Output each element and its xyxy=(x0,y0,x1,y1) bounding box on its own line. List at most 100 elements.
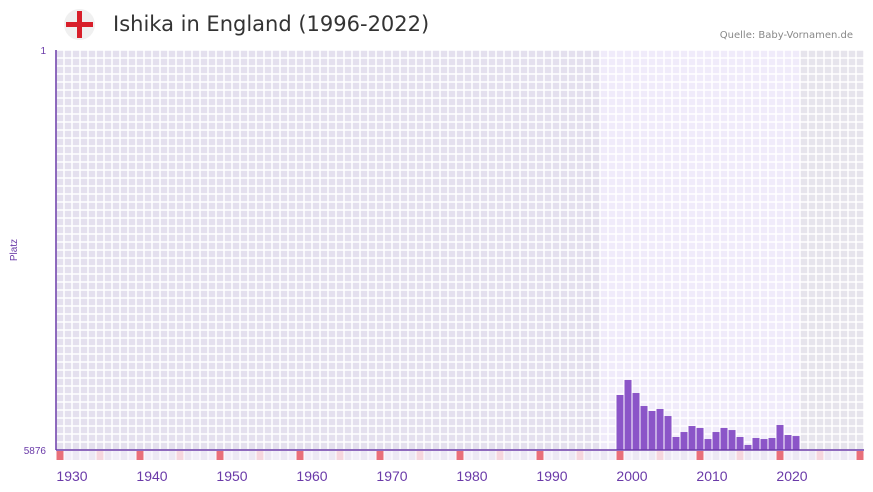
decade-marker xyxy=(416,451,424,460)
year-cell xyxy=(304,451,312,460)
x-tick-label: 1940 xyxy=(136,468,167,484)
year-cell xyxy=(808,451,816,460)
year-cell xyxy=(168,451,176,460)
year-cell xyxy=(544,451,552,460)
decade-marker xyxy=(696,451,704,460)
year-cell xyxy=(224,451,232,460)
year-cell xyxy=(408,451,416,460)
decade-marker xyxy=(656,451,664,460)
year-cell xyxy=(160,451,168,460)
year-cell xyxy=(472,451,480,460)
year-cell xyxy=(800,451,808,460)
decade-marker xyxy=(336,451,344,460)
decade-marker xyxy=(736,451,744,460)
year-cell xyxy=(200,451,208,460)
year-cell xyxy=(824,451,832,460)
year-cell xyxy=(240,451,248,460)
year-cell xyxy=(504,451,512,460)
year-cell xyxy=(688,451,696,460)
source-link[interactable]: Quelle: Baby-Vornamen.de xyxy=(719,30,853,41)
year-cell xyxy=(392,451,400,460)
bar-2019 xyxy=(768,438,776,450)
year-cell xyxy=(328,451,336,460)
decade-marker xyxy=(616,451,624,460)
year-cell xyxy=(248,451,256,460)
year-cell xyxy=(448,451,456,460)
year-cell xyxy=(592,451,600,460)
bar-2012 xyxy=(712,432,720,450)
year-cell xyxy=(600,451,608,460)
year-cell xyxy=(632,451,640,460)
year-cell xyxy=(280,451,288,460)
year-cell xyxy=(568,451,576,460)
year-cell xyxy=(208,451,216,460)
year-cell xyxy=(440,451,448,460)
decade-marker xyxy=(456,451,464,460)
year-cell xyxy=(520,451,528,460)
y-tick-label: 1 xyxy=(40,46,46,57)
decade-marker xyxy=(176,451,184,460)
year-cell xyxy=(88,451,96,460)
year-cell xyxy=(312,451,320,460)
decade-marker xyxy=(536,451,544,460)
year-cell xyxy=(120,451,128,460)
year-cell xyxy=(368,451,376,460)
x-tick-label: 1930 xyxy=(56,468,87,484)
decade-marker xyxy=(776,451,784,460)
x-tick-label: 2000 xyxy=(616,468,647,484)
year-cell xyxy=(648,451,656,460)
year-cell xyxy=(840,451,848,460)
year-cell xyxy=(424,451,432,460)
year-cell xyxy=(528,451,536,460)
decade-marker xyxy=(136,451,144,460)
year-cell xyxy=(104,451,112,460)
x-tick-label: 1960 xyxy=(296,468,327,484)
year-cell xyxy=(720,451,728,460)
x-tick-label: 1950 xyxy=(216,468,247,484)
bar-2000 xyxy=(616,394,624,450)
year-cell xyxy=(712,451,720,460)
year-cell xyxy=(768,451,776,460)
bar-2003 xyxy=(640,406,648,450)
year-cell xyxy=(832,451,840,460)
year-cell xyxy=(400,451,408,460)
decade-marker xyxy=(376,451,384,460)
bar-2016 xyxy=(744,444,752,450)
year-cell xyxy=(352,451,360,460)
bar-2020 xyxy=(776,425,784,450)
decade-marker xyxy=(856,451,864,460)
x-tick-label: 2020 xyxy=(776,468,807,484)
x-tick-label: 1970 xyxy=(376,468,407,484)
y-axis-label: Platz xyxy=(9,239,20,261)
bar-2007 xyxy=(672,436,680,450)
year-cell xyxy=(640,451,648,460)
year-cell xyxy=(848,451,856,460)
year-cell xyxy=(480,451,488,460)
bar-2014 xyxy=(728,430,736,450)
year-cell xyxy=(112,451,120,460)
year-cell xyxy=(552,451,560,460)
decade-marker xyxy=(56,451,64,460)
year-cell xyxy=(664,451,672,460)
decade-marker xyxy=(496,451,504,460)
decade-marker xyxy=(96,451,104,460)
year-cell xyxy=(488,451,496,460)
year-cell xyxy=(792,451,800,460)
year-cell xyxy=(272,451,280,460)
bar-2018 xyxy=(760,439,768,450)
bar-2001 xyxy=(624,380,632,450)
year-cell xyxy=(128,451,136,460)
bar-2021 xyxy=(784,435,792,450)
decade-marker xyxy=(816,451,824,460)
year-cell xyxy=(680,451,688,460)
year-cell xyxy=(344,451,352,460)
year-cell xyxy=(184,451,192,460)
year-cell xyxy=(560,451,568,460)
year-cell xyxy=(464,451,472,460)
year-cell xyxy=(512,451,520,460)
year-cell xyxy=(584,451,592,460)
bar-2009 xyxy=(688,426,696,450)
year-cell xyxy=(360,451,368,460)
year-cell xyxy=(320,451,328,460)
year-cell xyxy=(728,451,736,460)
